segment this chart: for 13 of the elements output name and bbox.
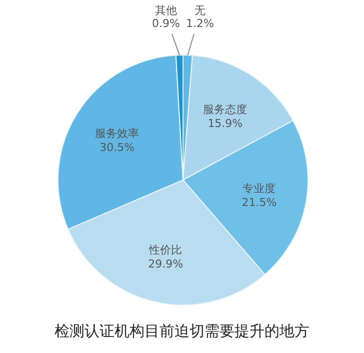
data-label: 29.9%	[148, 258, 184, 271]
text: 检测认证机构目前迫切需要提升的地方	[54, 322, 310, 340]
slice-label: 性价比	[148, 244, 182, 257]
data-label: 0.9%	[152, 17, 180, 30]
data-label: 21.5%	[242, 196, 277, 209]
data-label: 15.9%	[208, 116, 243, 130]
slice-label: 专业度	[242, 182, 276, 195]
slice-label: 服务态度	[203, 102, 248, 116]
slice-label: 无	[194, 4, 206, 17]
data-label: 30.5%	[100, 141, 135, 154]
slice-label: 其他	[155, 4, 177, 17]
data-label: 1.2%	[186, 17, 214, 30]
slice-label: 服务效率	[95, 127, 140, 140]
